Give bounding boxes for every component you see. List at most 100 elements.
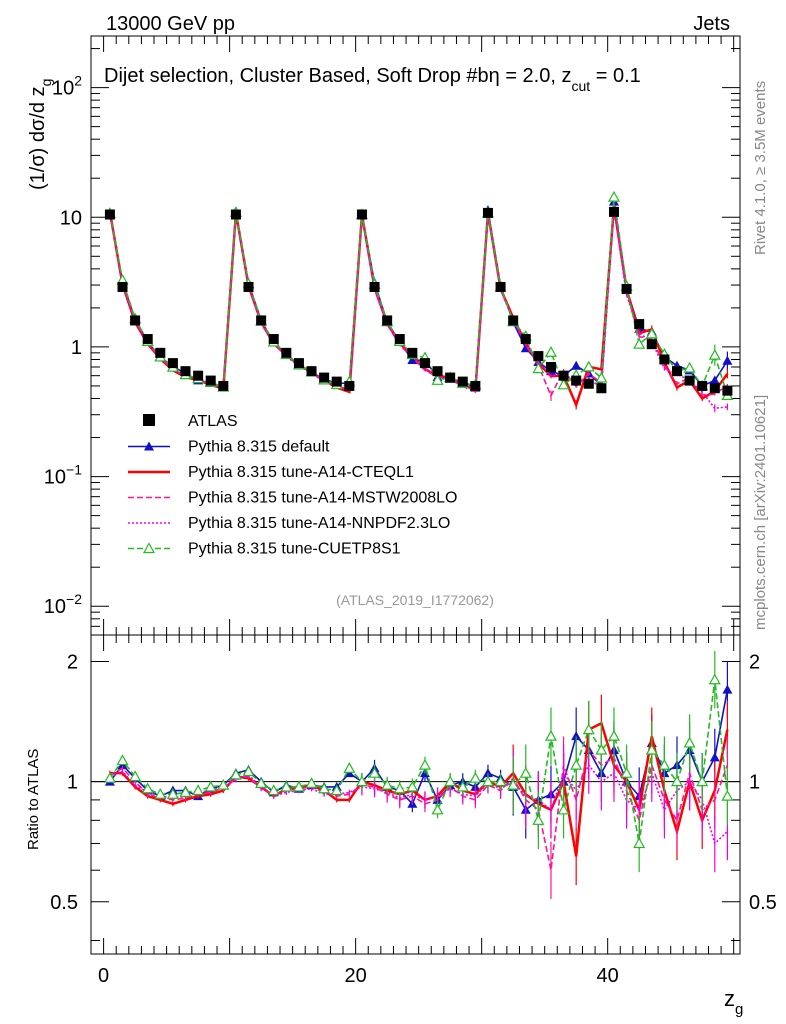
- ratio-marker: [709, 752, 720, 762]
- series-line: [109, 197, 729, 396]
- y-tick-label: 10−2: [44, 591, 82, 618]
- ratio-marker: [242, 765, 255, 777]
- legend-label: ATLAS: [188, 413, 238, 430]
- data-point: [344, 380, 355, 391]
- ratio-marker: [595, 743, 608, 755]
- ratio-marker: [532, 814, 545, 825]
- series-marker: [407, 355, 418, 365]
- ratio-marker: [192, 784, 205, 796]
- ratio-marker: [280, 780, 293, 792]
- legend-label: Pythia 8.315 tune-A14-MSTW2008LO: [188, 490, 457, 507]
- data-point: [394, 334, 405, 345]
- ratio-tick-label: 1: [67, 772, 78, 794]
- legend-marker: [142, 542, 156, 554]
- ratio-tick-label: 2: [67, 651, 78, 673]
- ratio-marker: [103, 771, 116, 783]
- series-marker: [431, 374, 444, 385]
- ratio-line: [109, 689, 729, 812]
- ratio-marker: [582, 723, 595, 735]
- x-tick-label: 0: [98, 965, 109, 987]
- ratio-tick-label: 1: [749, 772, 760, 794]
- ratio-marker: [570, 758, 583, 770]
- ratio-tick-label: 2: [749, 651, 760, 673]
- series-marker: [532, 362, 545, 374]
- series-marker: [683, 361, 696, 373]
- data-point: [709, 383, 720, 394]
- y-tick-label: 10−1: [44, 462, 82, 489]
- ratio-marker: [721, 789, 734, 801]
- ratio-axes: 0 20 40 0.5 0.5 1 1 2 2: [50, 635, 777, 987]
- data-point: [369, 281, 380, 292]
- ratio-marker: [670, 775, 684, 787]
- series-line: [109, 209, 728, 410]
- data-point: [445, 372, 456, 383]
- ratio-marker: [519, 766, 532, 778]
- data-point: [482, 207, 493, 218]
- data-point: [243, 281, 254, 292]
- ratio-marker: [482, 768, 493, 778]
- legend-label: Pythia 8.315 tune-A14-NNPDF2.3LO: [188, 515, 450, 532]
- data-point: [218, 380, 229, 391]
- legend-marker: [144, 441, 154, 451]
- ratio-tick-label: 0.5: [749, 892, 777, 914]
- ratio-frame: [90, 634, 741, 955]
- data-point: [520, 334, 531, 345]
- data-point: [697, 380, 708, 391]
- ratio-marker: [204, 780, 217, 792]
- data-point: [646, 339, 657, 350]
- ratio-marker: [469, 771, 482, 783]
- series-marker: [557, 378, 570, 390]
- y-tick-label: 1: [71, 337, 82, 359]
- ratio-marker: [658, 758, 671, 770]
- data-point: [331, 376, 342, 387]
- ratio-marker: [406, 780, 419, 792]
- data-point: [533, 351, 544, 362]
- ratio-marker: [318, 782, 331, 794]
- ratio-line: [109, 679, 729, 844]
- data-point: [571, 375, 582, 386]
- data-point: [193, 370, 204, 381]
- data-point: [634, 319, 645, 330]
- main-series: [103, 190, 734, 413]
- y-tick-label: 10: [60, 207, 82, 229]
- data-point: [117, 281, 128, 292]
- x-axis-label: zg: [724, 986, 743, 1018]
- data-point: [583, 378, 594, 389]
- ratio-marker: [633, 837, 646, 849]
- ratio-marker: [166, 787, 179, 799]
- ratio-marker: [179, 786, 192, 797]
- ratio-marker: [418, 758, 431, 770]
- ratio-tick-label: 0.5: [50, 892, 78, 914]
- data-point: [293, 358, 304, 369]
- data-point: [167, 358, 178, 369]
- x-tick-label: 40: [597, 965, 619, 987]
- legend-label: Pythia 8.315 tune-CUETP8S1: [188, 541, 401, 558]
- series-marker: [607, 190, 621, 202]
- x-tick-label: 20: [345, 965, 367, 987]
- series-marker: [709, 375, 720, 385]
- data-point: [356, 209, 367, 220]
- data-point: [104, 209, 115, 220]
- ratio-marker: [481, 775, 494, 787]
- ratio-marker: [620, 766, 633, 778]
- ratio-marker: [557, 803, 570, 815]
- data-point: [558, 370, 569, 381]
- ratio-marker: [305, 777, 318, 788]
- data-point: [495, 281, 506, 292]
- series-marker: [633, 337, 646, 349]
- data-point: [722, 385, 733, 396]
- ratio-marker: [507, 778, 520, 790]
- main-axes: 10−2 10−1 1 10 102: [44, 36, 740, 636]
- data-point: [281, 347, 292, 358]
- data-point: [621, 283, 632, 294]
- ratio-marker: [116, 754, 129, 766]
- ratio-line: [109, 748, 729, 871]
- legend-label: Pythia 8.315 default: [188, 439, 330, 456]
- analysis-tag: (ATLAS_2019_I1772062): [336, 592, 494, 608]
- data-point: [684, 375, 695, 386]
- ratio-marker: [607, 729, 621, 741]
- ratio-marker: [368, 766, 381, 778]
- ratio-marker: [141, 782, 154, 794]
- series-marker: [582, 360, 595, 372]
